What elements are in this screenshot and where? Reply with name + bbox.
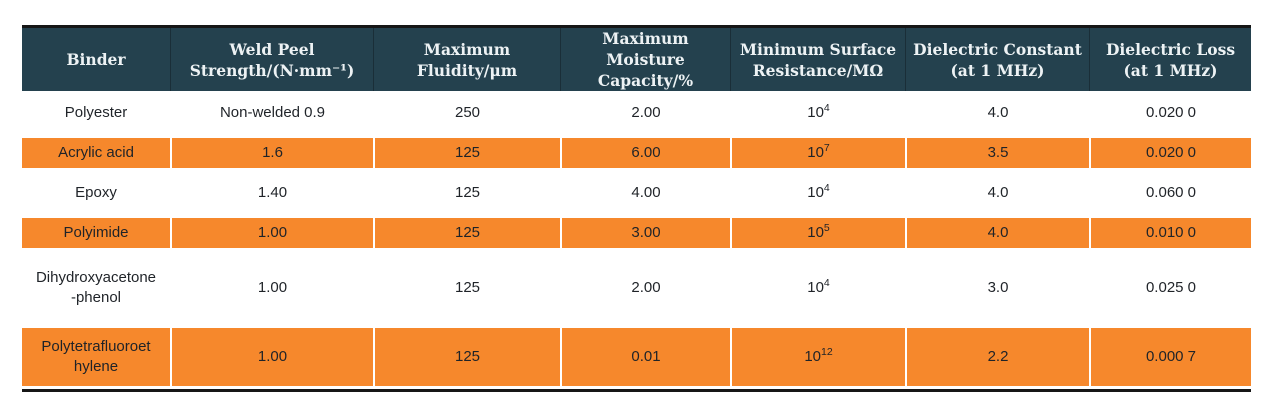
table-row: Acrylic acid 1.6 125 6.00 107 3.5 0.020 … bbox=[22, 135, 1251, 171]
cell-binder: Acrylic acid bbox=[22, 135, 170, 171]
table-header-row: Binder Weld Peel Strength/(N·mm⁻¹) Maxim… bbox=[22, 28, 1251, 91]
cell-maximum-fluidity: 125 bbox=[373, 251, 560, 325]
resistance-base: 10 bbox=[807, 279, 824, 296]
cell-minimum-surface-resistance: 1012 bbox=[730, 325, 905, 389]
cell-binder: Polytetrafluoroet hylene bbox=[22, 325, 170, 389]
resistance-base: 10 bbox=[807, 104, 824, 121]
cell-maximum-moisture-capacity: 0.01 bbox=[560, 325, 730, 389]
resistance-exponent: 4 bbox=[823, 182, 830, 194]
cell-minimum-surface-resistance: 104 bbox=[730, 91, 905, 135]
cell-weld-peel-strength: 1.00 bbox=[170, 325, 373, 389]
cell-weld-peel-strength: 1.40 bbox=[170, 171, 373, 215]
header-cell-maximum-fluidity: Maximum Fluidity/μm bbox=[373, 28, 560, 91]
resistance-base: 10 bbox=[804, 348, 821, 365]
header-cell-maximum-moisture-capacity: Maximum Moisture Capacity/% bbox=[560, 28, 730, 91]
header-cell-dielectric-loss: Dielectric Loss (at 1 MHz) bbox=[1089, 28, 1251, 91]
cell-dielectric-loss: 0.010 0 bbox=[1089, 215, 1251, 251]
table-body: Polyester Non-welded 0.9 250 2.00 104 4.… bbox=[22, 91, 1251, 389]
cell-minimum-surface-resistance: 104 bbox=[730, 171, 905, 215]
cell-dielectric-loss: 0.020 0 bbox=[1089, 91, 1251, 135]
resistance-exponent: 7 bbox=[823, 142, 830, 154]
cell-weld-peel-strength: Non-welded 0.9 bbox=[170, 91, 373, 135]
cell-maximum-moisture-capacity: 3.00 bbox=[560, 215, 730, 251]
cell-dielectric-constant: 3.0 bbox=[905, 251, 1089, 325]
resistance-exponent: 12 bbox=[821, 346, 833, 358]
cell-dielectric-constant: 4.0 bbox=[905, 91, 1089, 135]
cell-dielectric-constant: 3.5 bbox=[905, 135, 1089, 171]
cell-weld-peel-strength: 1.00 bbox=[170, 215, 373, 251]
cell-binder: Polyimide bbox=[22, 215, 170, 251]
header-cell-minimum-surface-resistance: Minimum Surface Resistance/MΩ bbox=[730, 28, 905, 91]
resistance-exponent: 4 bbox=[823, 277, 830, 289]
cell-dielectric-constant: 2.2 bbox=[905, 325, 1089, 389]
table-row: Dihydroxyacetone -phenol 1.00 125 2.00 1… bbox=[22, 251, 1251, 325]
table-row: Epoxy 1.40 125 4.00 104 4.0 0.060 0 bbox=[22, 171, 1251, 215]
header-cell-weld-peel-strength: Weld Peel Strength/(N·mm⁻¹) bbox=[170, 28, 373, 91]
resistance-base: 10 bbox=[807, 184, 824, 201]
cell-minimum-surface-resistance: 107 bbox=[730, 135, 905, 171]
cell-maximum-fluidity: 125 bbox=[373, 325, 560, 389]
header-cell-dielectric-constant: Dielectric Constant (at 1 MHz) bbox=[905, 28, 1089, 91]
cell-dielectric-loss: 0.000 7 bbox=[1089, 325, 1251, 389]
resistance-exponent: 4 bbox=[823, 102, 830, 114]
cell-maximum-fluidity: 125 bbox=[373, 135, 560, 171]
binder-properties-table: Binder Weld Peel Strength/(N·mm⁻¹) Maxim… bbox=[22, 28, 1251, 389]
cell-dielectric-constant: 4.0 bbox=[905, 171, 1089, 215]
cell-maximum-moisture-capacity: 2.00 bbox=[560, 251, 730, 325]
table-row: Polytetrafluoroet hylene 1.00 125 0.01 1… bbox=[22, 325, 1251, 389]
resistance-base: 10 bbox=[807, 144, 824, 161]
resistance-base: 10 bbox=[807, 224, 824, 241]
cell-dielectric-loss: 0.025 0 bbox=[1089, 251, 1251, 325]
cell-maximum-moisture-capacity: 4.00 bbox=[560, 171, 730, 215]
table-row: Polyimide 1.00 125 3.00 105 4.0 0.010 0 bbox=[22, 215, 1251, 251]
cell-dielectric-loss: 0.060 0 bbox=[1089, 171, 1251, 215]
binder-properties-table-container: Binder Weld Peel Strength/(N·mm⁻¹) Maxim… bbox=[22, 25, 1251, 392]
cell-maximum-fluidity: 250 bbox=[373, 91, 560, 135]
cell-binder: Dihydroxyacetone -phenol bbox=[22, 251, 170, 325]
cell-maximum-moisture-capacity: 2.00 bbox=[560, 91, 730, 135]
resistance-exponent: 5 bbox=[823, 222, 830, 234]
cell-weld-peel-strength: 1.00 bbox=[170, 251, 373, 325]
cell-minimum-surface-resistance: 105 bbox=[730, 215, 905, 251]
cell-maximum-moisture-capacity: 6.00 bbox=[560, 135, 730, 171]
cell-binder: Polyester bbox=[22, 91, 170, 135]
cell-binder: Epoxy bbox=[22, 171, 170, 215]
cell-dielectric-constant: 4.0 bbox=[905, 215, 1089, 251]
cell-minimum-surface-resistance: 104 bbox=[730, 251, 905, 325]
cell-weld-peel-strength: 1.6 bbox=[170, 135, 373, 171]
header-cell-binder: Binder bbox=[22, 28, 170, 91]
cell-maximum-fluidity: 125 bbox=[373, 215, 560, 251]
table-row: Polyester Non-welded 0.9 250 2.00 104 4.… bbox=[22, 91, 1251, 135]
cell-dielectric-loss: 0.020 0 bbox=[1089, 135, 1251, 171]
cell-maximum-fluidity: 125 bbox=[373, 171, 560, 215]
